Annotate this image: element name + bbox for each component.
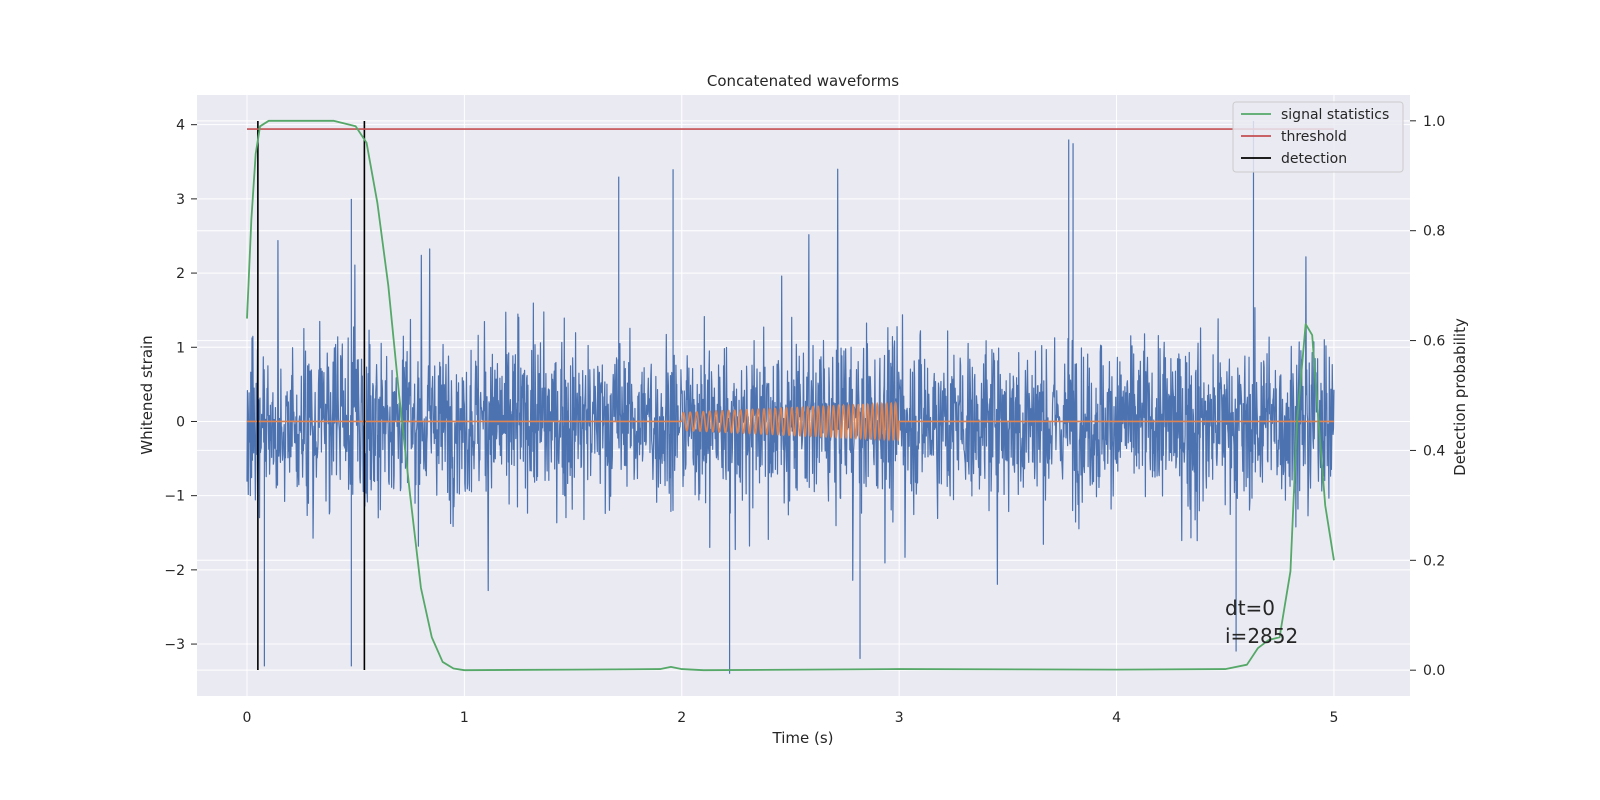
axis-ticks: 0 1 2 3 4 5 −3 −2 −1 0 1 2 3 4 0.0 0.2 0.4 0.6 0.8 1.0: [164, 114, 1445, 726]
legend-label: detection: [1281, 151, 1347, 167]
x-tick-label: 1: [460, 710, 469, 726]
signal-statistics-line: [246, 119, 1335, 672]
y-right-tick-label: 0.2: [1423, 553, 1445, 569]
annotation-i: i=2852: [1225, 624, 1298, 648]
y-right-tick-label: 0.0: [1423, 663, 1445, 679]
y-tick-label: 4: [176, 118, 185, 134]
right-axis-series: [246, 119, 1335, 672]
y-right-tick-label: 0.6: [1423, 334, 1445, 350]
y-axis-right-label: Detection probability: [1451, 318, 1469, 476]
x-tick-label: 5: [1329, 710, 1338, 726]
y-right-tick-label: 1.0: [1423, 114, 1445, 130]
legend: signal statistics threshold detection: [1232, 101, 1404, 173]
y-right-tick-label: 0.8: [1423, 224, 1445, 240]
x-tick-label: 2: [677, 710, 686, 726]
y-tick-label: −1: [164, 489, 185, 505]
annotation-dt: dt=0: [1225, 596, 1275, 620]
legend-label: signal statistics: [1281, 107, 1389, 123]
waveform-series: [246, 400, 1334, 442]
y-tick-label: 0: [176, 414, 185, 430]
legend-box: [1232, 101, 1404, 173]
y-tick-label: −2: [164, 563, 185, 579]
chart-title: Concatenated waveforms: [707, 72, 899, 90]
y-tick-label: 2: [176, 266, 185, 282]
x-tick-label: 0: [243, 710, 252, 726]
waveform-line: [246, 400, 1334, 442]
y-tick-label: 3: [176, 192, 185, 208]
annotation: dt=0 i=2852: [1225, 596, 1298, 648]
y-right-tick-label: 0.4: [1423, 443, 1445, 459]
y-tick-label: 1: [176, 340, 185, 356]
y-axis-label: Whitened strain: [138, 335, 156, 454]
detection-lines: [257, 120, 366, 671]
x-tick-label: 3: [895, 710, 904, 726]
x-axis-label: Time (s): [772, 729, 834, 747]
y-tick-label: −3: [164, 637, 185, 653]
legend-label: threshold: [1281, 129, 1347, 145]
x-tick-label: 4: [1112, 710, 1121, 726]
